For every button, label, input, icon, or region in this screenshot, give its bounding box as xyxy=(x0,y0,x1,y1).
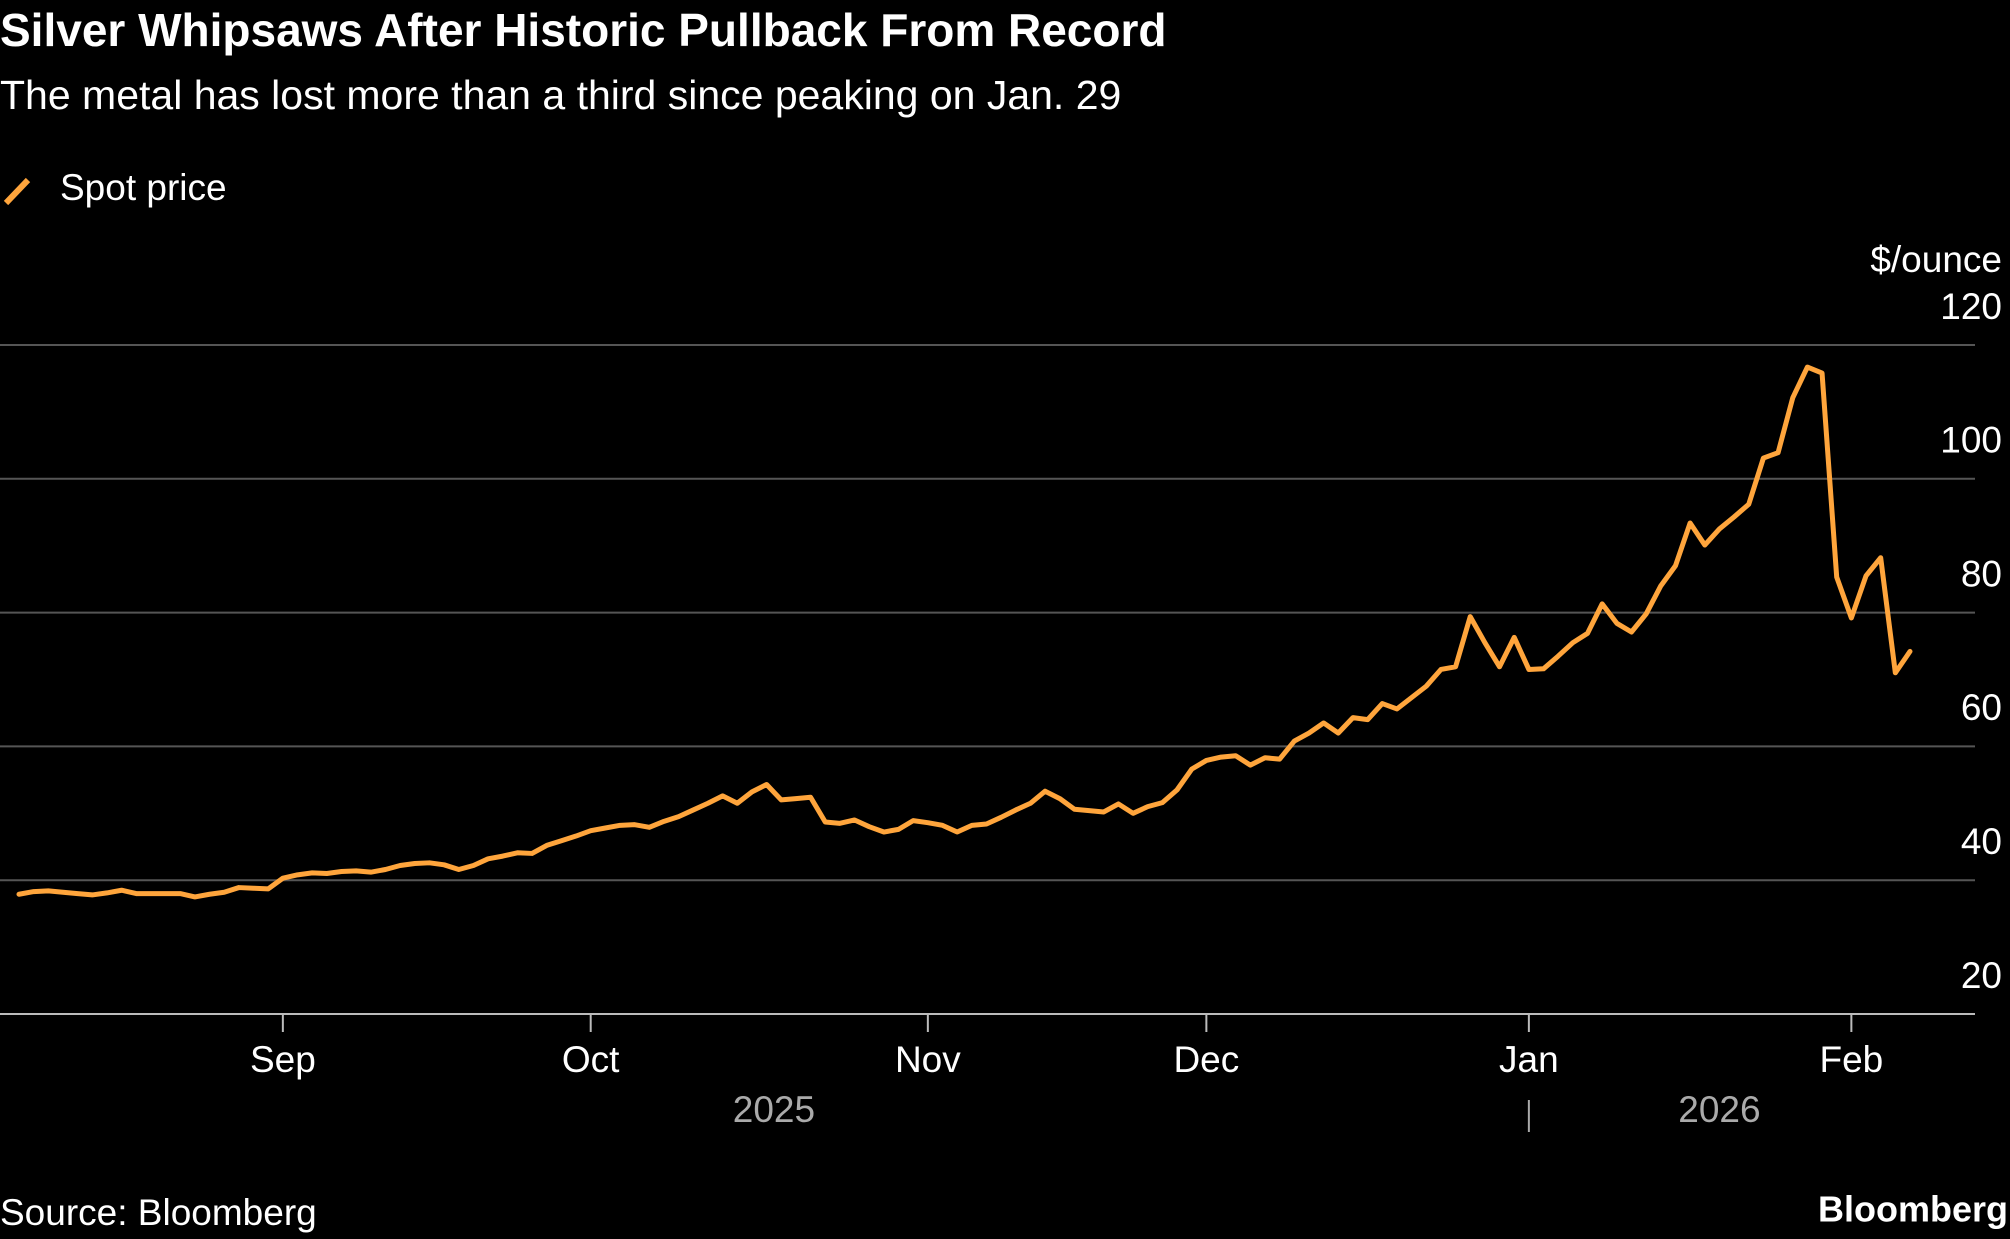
x-tick-label: Sep xyxy=(250,1039,316,1080)
chart-subtitle: The metal has lost more than a third sin… xyxy=(0,72,1121,118)
source: Source: Bloomberg xyxy=(0,1192,317,1233)
y-tick-label: 120 xyxy=(1940,286,2002,327)
brand: Bloomberg xyxy=(1818,1189,2008,1230)
x-tick-label: Feb xyxy=(1819,1039,1883,1080)
x-tick-label: Oct xyxy=(562,1039,620,1080)
y-tick-label: 60 xyxy=(1961,687,2002,728)
y-tick-label: 80 xyxy=(1961,553,2002,594)
y-tick-label: 20 xyxy=(1961,955,2002,996)
y-tick-label: 100 xyxy=(1940,420,2002,461)
x-tick-label: Dec xyxy=(1173,1039,1239,1080)
price-line xyxy=(16,364,1913,900)
legend-swatch xyxy=(3,177,31,206)
x-tick-label: Nov xyxy=(895,1039,961,1080)
year-label: 2026 xyxy=(1678,1089,1760,1130)
y-tick-label: 40 xyxy=(1961,821,2002,862)
chart-title: Silver Whipsaws After Historic Pullback … xyxy=(0,4,1167,56)
legend-label: Spot price xyxy=(60,167,227,208)
y-axis-label: $/ounce xyxy=(1870,239,2002,280)
year-label: 2025 xyxy=(733,1089,815,1130)
x-tick-label: Jan xyxy=(1499,1039,1559,1080)
